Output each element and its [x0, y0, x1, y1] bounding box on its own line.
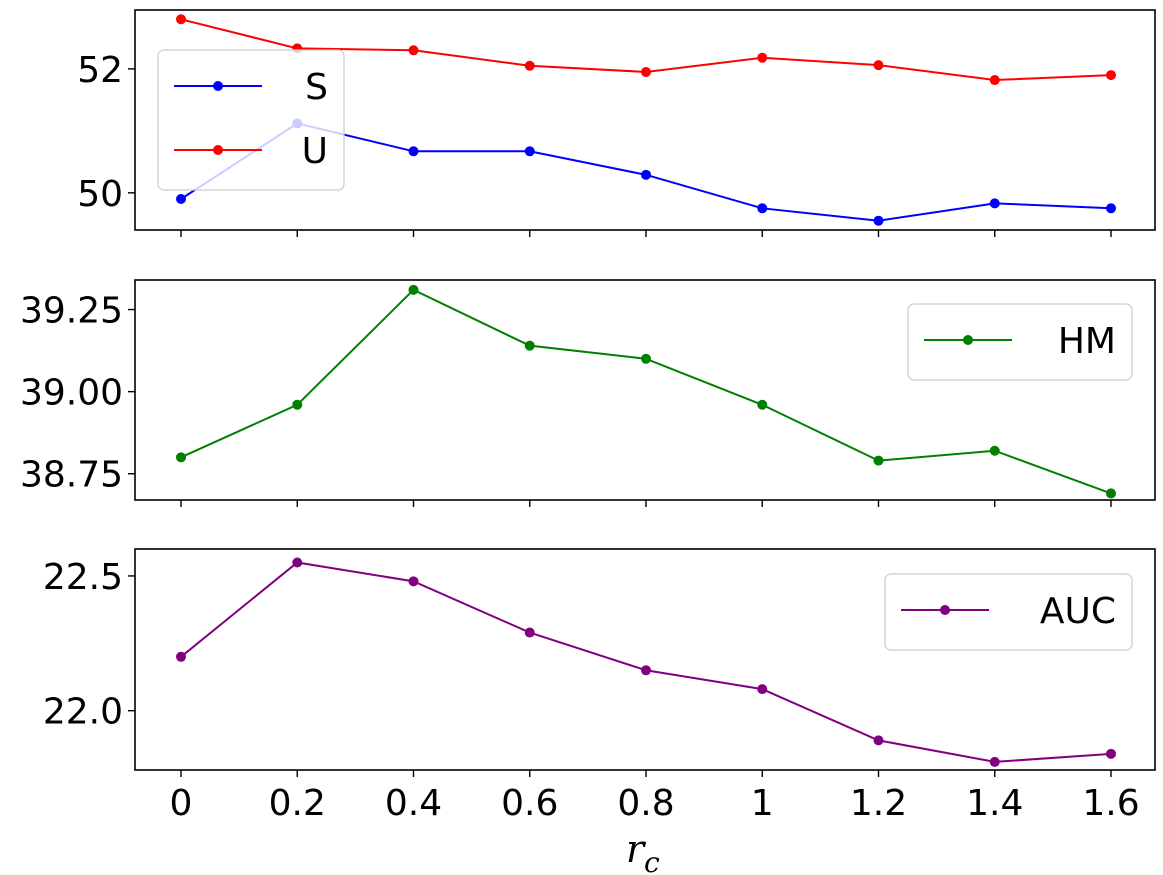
data-point-hm [873, 455, 884, 466]
data-point-s [757, 203, 768, 214]
data-point-auc [292, 557, 303, 568]
x-tick-label: 0.8 [617, 783, 674, 824]
data-point-u [641, 66, 651, 77]
y-tick-label: 38.75 [20, 455, 123, 496]
y-tick-label: 52 [77, 50, 123, 91]
data-point-hm [176, 452, 186, 463]
legend-box [907, 303, 1133, 381]
x-tick-label: 0 [170, 783, 193, 824]
data-point-hm [524, 340, 535, 351]
y-tick-label: 39.00 [20, 373, 123, 414]
data-point-s [641, 169, 651, 180]
data-point-auc [176, 651, 186, 662]
legend: SU [157, 49, 345, 191]
data-point-auc [989, 756, 1000, 767]
data-point-s [1106, 203, 1116, 214]
data-point-u [989, 75, 1000, 86]
x-tick-label: 1.2 [850, 783, 907, 824]
x-tick-label: 0.6 [501, 783, 558, 824]
panel-3: 0 0.2 0.4 0.6 0.8 1 1.2 1.4 1.6 22.0 22.5 AUC [43, 548, 1156, 824]
legend-label: AUC [1040, 591, 1116, 632]
data-point-s [524, 146, 535, 157]
data-point-auc [1106, 748, 1116, 759]
x-tick-label: 1.6 [1082, 783, 1139, 824]
legend-marker [213, 81, 223, 91]
x-axis-label-main: r [626, 827, 647, 871]
data-point-u [873, 60, 884, 71]
data-point-hm [292, 399, 303, 410]
data-point-hm [408, 284, 419, 295]
data-point-u [176, 14, 186, 25]
plot-frame [134, 9, 1156, 231]
data-point-s [873, 215, 884, 226]
legend-label: U [302, 131, 328, 172]
data-point-auc [524, 627, 535, 638]
x-tick-label: 0.4 [385, 783, 442, 824]
data-point-hm [1106, 488, 1116, 499]
data-point-hm [641, 353, 651, 364]
panel-1: 50 52 SU [77, 9, 1156, 237]
y-tick-label: 50 [77, 174, 123, 215]
x-tick-label: 1.4 [966, 783, 1023, 824]
data-point-s [408, 146, 419, 157]
legend: AUC [884, 573, 1133, 651]
legend-label: HM [1058, 321, 1116, 362]
data-point-auc [408, 576, 419, 587]
x-axis-label-subscript: c [644, 846, 660, 875]
data-point-u [408, 45, 419, 56]
plot-frame [134, 548, 1156, 771]
legend-box [884, 573, 1133, 651]
data-point-auc [757, 684, 768, 695]
legend-marker [963, 335, 973, 345]
x-tick-label: 0.2 [269, 783, 326, 824]
y-tick-label: 22.5 [43, 557, 123, 598]
panel-2: 38.75 39.00 39.25 HM [20, 279, 1156, 507]
data-point-u [757, 52, 768, 63]
data-point-auc [873, 735, 884, 746]
legend-marker [213, 145, 223, 155]
y-tick-label: 22.0 [43, 692, 123, 733]
data-point-auc [641, 665, 651, 676]
data-point-u [524, 60, 535, 71]
x-axis-label: r c [626, 827, 660, 875]
legend: HM [907, 303, 1133, 381]
data-point-u [1106, 70, 1116, 81]
data-point-hm [757, 399, 768, 410]
data-point-s [989, 198, 1000, 209]
x-tick-label: 1 [751, 783, 774, 824]
data-point-hm [989, 445, 1000, 456]
legend-label: S [305, 67, 328, 108]
plot-frame [134, 279, 1156, 501]
y-tick-label: 39.25 [20, 291, 123, 332]
data-point-s [176, 194, 186, 205]
legend-marker [940, 605, 950, 615]
